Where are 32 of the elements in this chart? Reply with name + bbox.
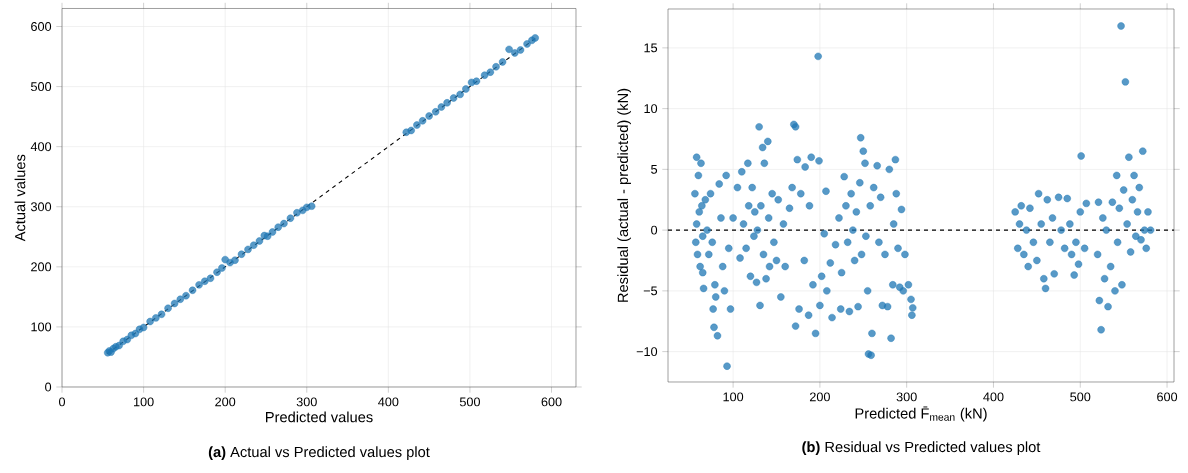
y-axis-title: Actual values xyxy=(14,154,26,242)
y-tick-label: 10 xyxy=(644,104,658,114)
y-tick-label: 0 xyxy=(651,225,658,235)
x-tick-label: 300 xyxy=(896,392,917,402)
x-tick-label: 100 xyxy=(723,392,744,402)
x-tick-label: 300 xyxy=(296,397,317,407)
x-tick-label: 200 xyxy=(809,392,830,402)
y-tick-label: 0 xyxy=(45,382,52,392)
y-tick-label: 500 xyxy=(30,82,52,92)
y-axis-title: Residual (actual - predicted) (kN) xyxy=(617,88,631,302)
y-tick-label: −10 xyxy=(636,347,658,357)
y-tick-label: 5 xyxy=(651,164,658,174)
x-tick-label: 100 xyxy=(133,397,154,407)
x-tick-label: 600 xyxy=(1157,392,1178,402)
x-tick-label: 500 xyxy=(1070,392,1091,402)
text: (a) Actual vs Predicted values plot xyxy=(208,446,430,461)
y-tick-label: 200 xyxy=(31,262,52,272)
y-tick-label: 15 xyxy=(644,43,658,53)
y-tick-label: 300 xyxy=(30,202,52,212)
x-tick-label: 400 xyxy=(378,397,399,407)
y-tick-label: −5 xyxy=(643,286,658,296)
x-axis-title: Predicted values xyxy=(266,411,373,423)
x-tick-label: 600 xyxy=(541,397,562,407)
x-tick-label: 400 xyxy=(983,392,1004,402)
x-axis-title: Predicted F̄$_{mean}$ (kN) xyxy=(855,406,987,422)
x-tick-label: 0 xyxy=(58,397,66,407)
x-tick-label: 500 xyxy=(459,397,480,407)
x-tick-label: 200 xyxy=(215,397,236,407)
y-tick-label: 100 xyxy=(31,322,52,332)
y-tick-label: 400 xyxy=(30,142,52,152)
y-tick-label: 600 xyxy=(31,22,52,31)
text: (b) Residual vs Predicted values plot xyxy=(802,441,1041,456)
